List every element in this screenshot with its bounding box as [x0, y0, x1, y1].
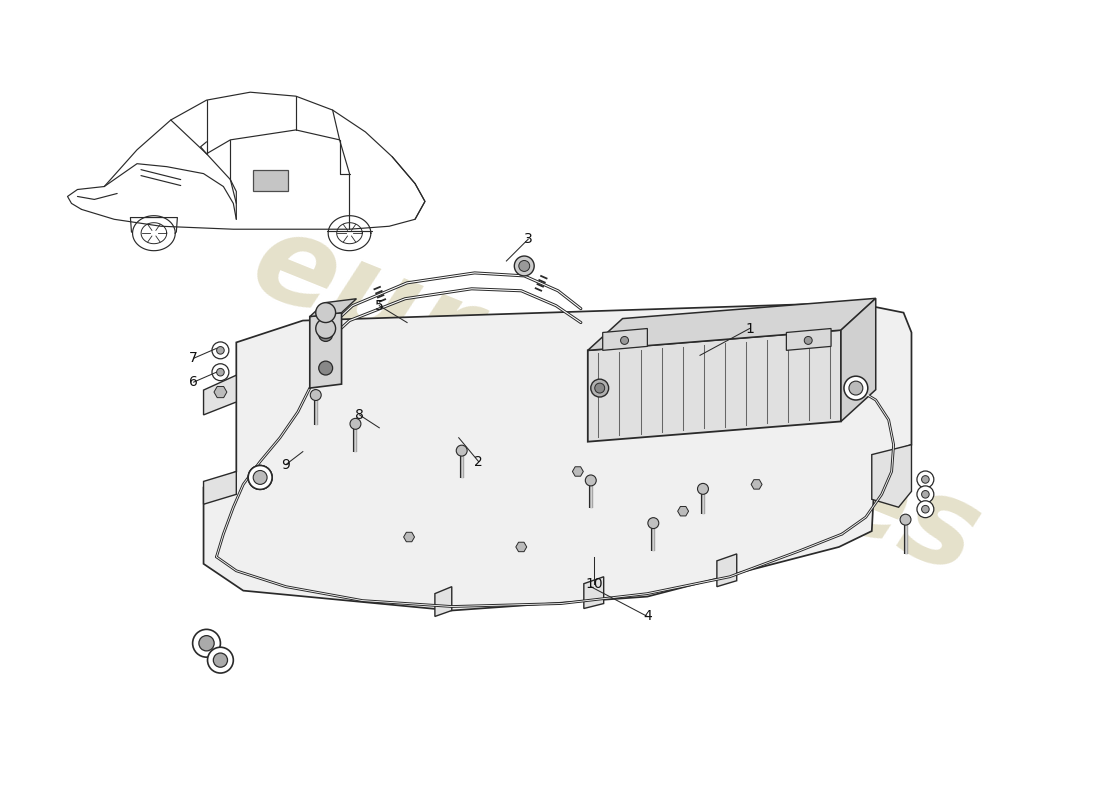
Text: 6: 6: [189, 375, 198, 389]
Circle shape: [249, 466, 272, 490]
Circle shape: [697, 483, 708, 494]
Circle shape: [253, 470, 267, 484]
Circle shape: [249, 466, 272, 490]
Text: 7: 7: [189, 351, 198, 366]
Circle shape: [922, 476, 930, 483]
Polygon shape: [603, 329, 648, 350]
Polygon shape: [204, 302, 912, 610]
Polygon shape: [584, 577, 604, 609]
Circle shape: [585, 475, 596, 486]
Text: 4: 4: [644, 610, 651, 623]
Polygon shape: [678, 506, 689, 516]
Text: 10: 10: [585, 577, 603, 590]
Circle shape: [648, 518, 659, 529]
Polygon shape: [214, 386, 227, 398]
Circle shape: [350, 418, 361, 430]
Text: 1: 1: [745, 322, 755, 335]
Circle shape: [917, 471, 934, 488]
Text: 9: 9: [282, 458, 290, 471]
Circle shape: [456, 445, 468, 456]
Circle shape: [844, 376, 868, 400]
Polygon shape: [587, 298, 876, 350]
Circle shape: [595, 383, 605, 393]
Circle shape: [319, 361, 332, 375]
Circle shape: [319, 327, 332, 342]
Circle shape: [804, 337, 812, 344]
Text: 5: 5: [375, 298, 384, 313]
Text: 2: 2: [474, 454, 483, 469]
Circle shape: [249, 466, 272, 490]
Polygon shape: [786, 329, 832, 350]
Circle shape: [212, 342, 229, 358]
Circle shape: [922, 490, 930, 498]
Bar: [253, 170, 288, 191]
Circle shape: [208, 647, 233, 673]
Polygon shape: [842, 298, 876, 422]
Circle shape: [192, 630, 220, 657]
Polygon shape: [587, 330, 842, 442]
Polygon shape: [204, 471, 236, 504]
Circle shape: [591, 379, 608, 397]
Polygon shape: [751, 480, 762, 489]
Text: 8: 8: [355, 408, 364, 422]
Circle shape: [917, 486, 934, 502]
Circle shape: [917, 501, 934, 518]
Circle shape: [217, 369, 224, 376]
Polygon shape: [310, 313, 342, 388]
Circle shape: [212, 364, 229, 381]
Circle shape: [199, 636, 214, 651]
Polygon shape: [404, 532, 415, 542]
Polygon shape: [434, 586, 452, 617]
Polygon shape: [572, 466, 583, 476]
Polygon shape: [516, 542, 527, 552]
Circle shape: [849, 381, 862, 395]
Circle shape: [253, 470, 267, 484]
Circle shape: [519, 261, 530, 271]
Circle shape: [213, 653, 228, 667]
Circle shape: [316, 302, 336, 322]
Circle shape: [253, 470, 267, 484]
Text: 3: 3: [524, 232, 532, 246]
Circle shape: [620, 337, 628, 344]
Polygon shape: [717, 554, 737, 586]
Polygon shape: [204, 375, 236, 415]
Circle shape: [217, 346, 224, 354]
Circle shape: [922, 506, 930, 513]
Text: a passion for parts since 1985: a passion for parts since 1985: [431, 444, 740, 585]
Circle shape: [316, 318, 336, 338]
Polygon shape: [310, 298, 356, 317]
Text: eurospares: eurospares: [235, 201, 996, 599]
Circle shape: [310, 390, 321, 401]
Circle shape: [900, 514, 911, 525]
Polygon shape: [872, 445, 912, 507]
Circle shape: [515, 256, 535, 276]
